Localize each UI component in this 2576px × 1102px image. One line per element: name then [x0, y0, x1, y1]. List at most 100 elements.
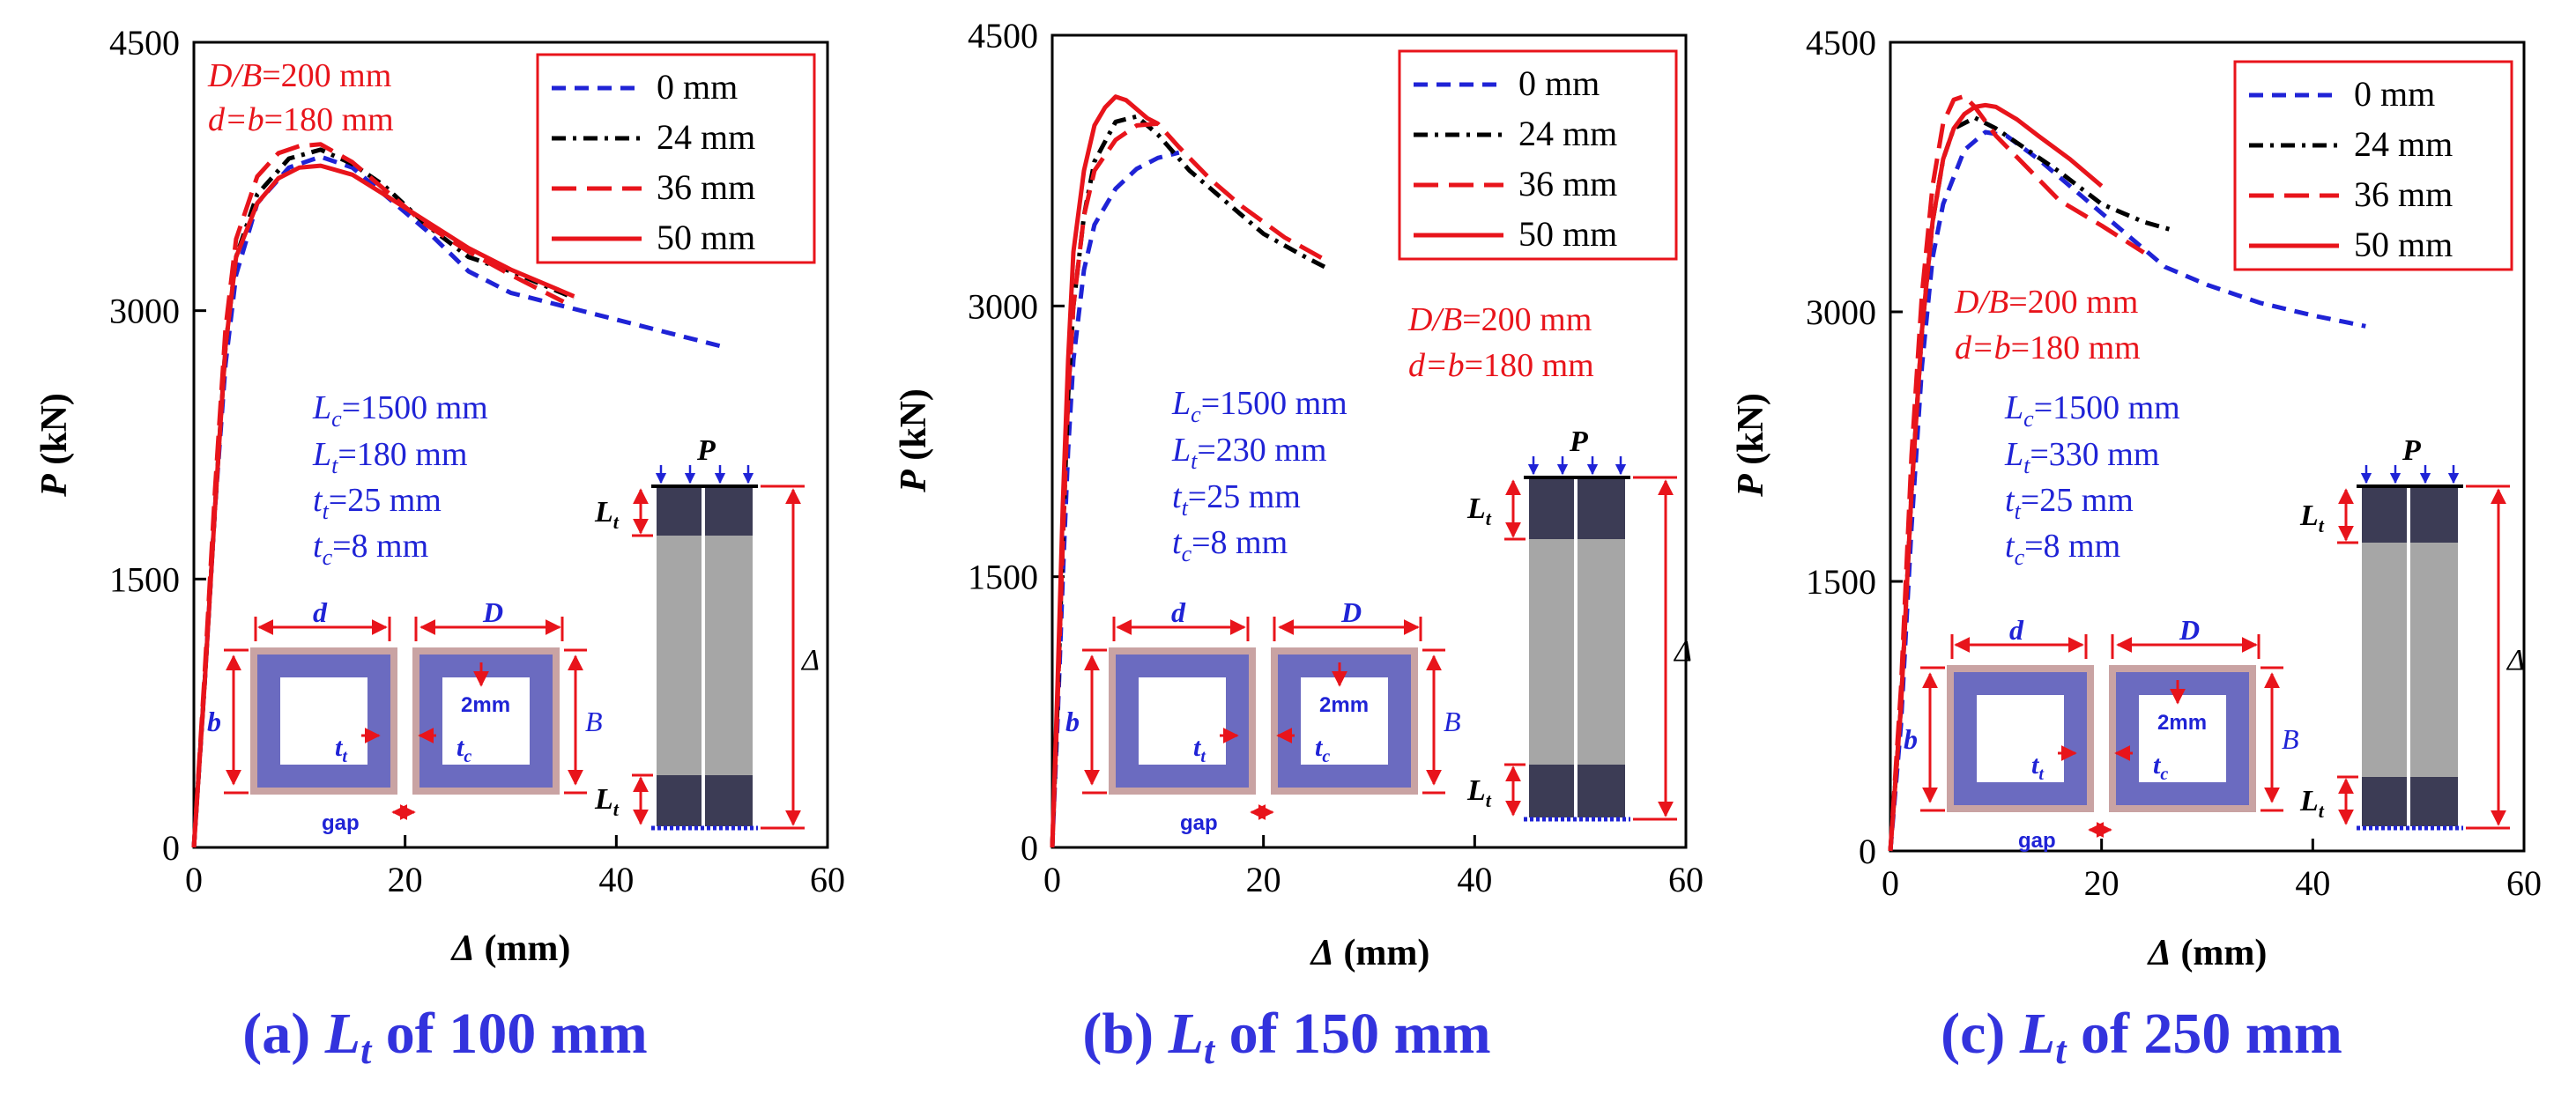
- y-tick-label: 1500: [968, 558, 1038, 597]
- y-tick-label: 1500: [1806, 562, 1876, 602]
- legend-label: 0 mm: [2354, 74, 2435, 114]
- svg-text:Lt: Lt: [2299, 785, 2325, 822]
- svg-text:D: D: [1340, 596, 1362, 628]
- svg-text:tc=8 mm: tc=8 mm: [313, 528, 428, 570]
- svg-text:Lt: Lt: [1466, 774, 1492, 811]
- legend-label: 36 mm: [1518, 164, 1617, 203]
- svg-text:d: d: [1171, 596, 1186, 628]
- svg-text:Lt: Lt: [2299, 499, 2325, 536]
- svg-text:2mm: 2mm: [2157, 711, 2207, 735]
- x-tick-label: 0: [185, 860, 203, 899]
- y-tick-label: 3000: [109, 292, 180, 331]
- svg-text:Lt=180 mm: Lt=180 mm: [312, 436, 467, 478]
- svg-text:P: P: [2402, 434, 2421, 467]
- x-tick-label: 60: [810, 860, 845, 899]
- y-tick-label: 1500: [109, 559, 180, 599]
- geometry-note: D/B=200 mm: [207, 57, 391, 94]
- svg-text:D: D: [2179, 614, 2200, 646]
- geometry-note: D/B=200 mm: [1954, 284, 2138, 321]
- svg-text:Lc=1500 mm: Lc=1500 mm: [1171, 385, 1347, 427]
- y-tick-labels: 0 1500 3000 4500: [109, 23, 180, 868]
- x-tick-label: 40: [1457, 860, 1492, 899]
- legend-label: 0 mm: [657, 67, 738, 107]
- legend-label: 50 mm: [657, 218, 755, 257]
- legend: 0 mm 24 mm 36 mm 50 mm: [536, 53, 816, 264]
- y-axis-label: P (kN): [894, 388, 934, 493]
- x-axis-label: Δ (mm): [2147, 933, 2268, 973]
- y-tick-label: 3000: [968, 286, 1038, 326]
- svg-text:Δ: Δ: [1673, 635, 1692, 668]
- cross-section-inset: d D b B tt tc 2mm gap: [1904, 614, 2299, 853]
- x-tick-label: 60: [1668, 860, 1704, 899]
- caption-c: (c) Lt of 250 mm: [1941, 1002, 2342, 1072]
- svg-text:b: b: [207, 706, 221, 737]
- x-tick-label: 20: [2084, 863, 2119, 903]
- series-line-50-mm: [191, 163, 575, 848]
- chart-panel-b: 0 1500 3000 4500 0 20 40 60 P (kN) Δ (mm) (b) …: [894, 16, 1704, 1072]
- svg-text:tc: tc: [2153, 751, 2168, 784]
- svg-text:Lc=1500 mm: Lc=1500 mm: [312, 389, 488, 432]
- x-tick-label: 40: [598, 860, 634, 899]
- geometry-note-2: d=b=180 mm: [1955, 329, 2141, 366]
- y-tick-label: 4500: [109, 23, 180, 63]
- plot-frame: [1050, 33, 1688, 849]
- svg-text:2mm: 2mm: [1319, 693, 1369, 717]
- x-tick-labels: 0 20 40 60: [1043, 860, 1704, 899]
- y-axis-label: P (kN): [34, 393, 75, 498]
- y-tick-label: 0: [162, 828, 180, 868]
- series-line-36-mm: [1888, 93, 2145, 852]
- series-line-0-mm: [191, 154, 723, 848]
- legend-label: 24 mm: [1518, 114, 1617, 153]
- geometry-note-2: d=b=180 mm: [1408, 347, 1594, 384]
- plot-frame: [1889, 41, 2526, 853]
- svg-text:tt=25 mm: tt=25 mm: [1172, 478, 1301, 521]
- svg-text:tt=25 mm: tt=25 mm: [313, 482, 442, 524]
- legend: 0 mm 24 mm 36 mm 50 mm: [2233, 60, 2513, 271]
- caption-a: (a) Lt of 100 mm: [242, 1002, 647, 1072]
- x-tick-label: 60: [2506, 863, 2542, 903]
- parameters: Lc=1500 mm Lt=330 mm tt=25 mm tc=8 mm: [2004, 389, 2180, 570]
- series-line-0-mm: [1888, 129, 2366, 852]
- parameters: Lc=1500 mm Lt=230 mm tt=25 mm tc=8 mm: [1171, 385, 1347, 566]
- svg-text:2mm: 2mm: [461, 693, 510, 717]
- series-line-50-mm: [1050, 94, 1159, 848]
- y-tick-labels: 0 1500 3000 4500: [1806, 23, 1876, 871]
- svg-text:P: P: [696, 434, 716, 467]
- svg-text:Lc=1500 mm: Lc=1500 mm: [2004, 389, 2180, 432]
- x-tick-label: 0: [1882, 863, 1899, 903]
- svg-text:gap: gap: [2018, 829, 2056, 853]
- legend-label: 50 mm: [2354, 225, 2453, 264]
- legend-label: 24 mm: [2354, 124, 2453, 164]
- column-inset: P Lt Lt Δ: [594, 434, 820, 831]
- series-layer: [1050, 94, 1328, 848]
- svg-text:B: B: [1444, 706, 1461, 737]
- svg-text:b: b: [1065, 706, 1080, 737]
- geometry-note: D/B=200 mm: [1407, 301, 1592, 338]
- y-axis-label: P (kN): [1731, 393, 1771, 498]
- parameters: Lc=1500 mm Lt=180 mm tt=25 mm tc=8 mm: [312, 389, 488, 570]
- chart-panel-a: 0 1500 3000 4500 0 20 40 60 P (kN) Δ (mm) (a) …: [34, 23, 845, 1072]
- plot-frame: [192, 41, 829, 849]
- legend-label: 36 mm: [657, 167, 755, 207]
- chart-panel-c: 0 1500 3000 4500 0 20 40 60 P (kN) Δ (mm) (c) …: [1731, 23, 2542, 1072]
- svg-text:B: B: [585, 706, 603, 737]
- svg-text:tt: tt: [2031, 751, 2045, 784]
- svg-text:tt=25 mm: tt=25 mm: [2005, 482, 2134, 524]
- x-tick-labels: 0 20 40 60: [185, 860, 845, 899]
- x-tick-label: 0: [1043, 860, 1061, 899]
- y-tick-label: 4500: [1806, 23, 1876, 63]
- x-tick-label: 20: [388, 860, 423, 899]
- svg-text:Lt=230 mm: Lt=230 mm: [1171, 432, 1326, 474]
- svg-text:tt: tt: [335, 733, 348, 766]
- y-tick-label: 0: [1021, 828, 1038, 868]
- series-layer: [1888, 93, 2366, 852]
- x-tick-label: 40: [2295, 863, 2330, 903]
- legend: 0 mm 24 mm 36 mm 50 mm: [1398, 49, 1678, 261]
- svg-text:d: d: [2009, 614, 2024, 646]
- svg-text:B: B: [2282, 723, 2299, 755]
- svg-text:tc=8 mm: tc=8 mm: [1172, 524, 1288, 566]
- legend-label: 50 mm: [1518, 214, 1617, 254]
- svg-text:tc=8 mm: tc=8 mm: [2005, 528, 2120, 570]
- svg-text:tc: tc: [1315, 733, 1330, 766]
